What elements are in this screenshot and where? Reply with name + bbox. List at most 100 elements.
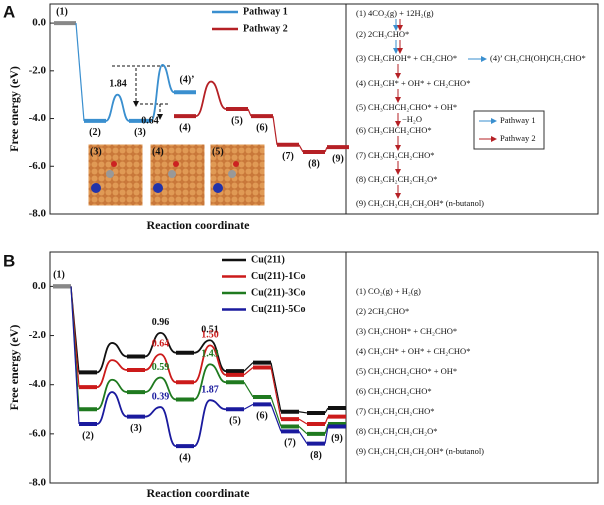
scheme-step: (5) CH₃CHCH₂CHO* + OH* [356,366,457,376]
barrier-curve [96,391,128,425]
barrier-annotation: 1.84 [109,78,127,89]
state-label: (4) [179,452,191,463]
barrier-curve [144,331,177,358]
atom [91,183,101,193]
scheme-legend-label: Pathway 2 [500,133,536,143]
barrier-curve [144,353,177,384]
state-label: (2) [82,430,94,441]
connector [324,423,329,435]
panel-label: B [3,251,15,270]
scheme-frame [345,3,599,215]
legend-label: Pathway 2 [243,23,288,34]
barrier-annotation: 0.64 [141,115,159,126]
scheme-step: (7) CH₃CH₂CH₂CHO* [356,406,435,416]
scheme-step: (3) CH₃CHOH* + CH₂CHO* [356,326,457,336]
barrier-label: 0.51 [201,325,219,336]
inset-label: (4) [152,146,164,157]
scheme-step: (6) CH₃CHCH₂CHO* [356,125,432,135]
scheme-step: (1) CO₂(g) + H₂(g) [356,286,421,296]
atom [168,170,176,178]
structure-image [87,143,144,207]
state-label: (5) [229,416,241,427]
barrier-label: 1.50 [201,330,219,341]
inset-label: (5) [212,146,224,157]
atom [173,161,179,167]
state-label: (8) [308,158,320,169]
y-axis-label: Free energy (eV) [7,66,21,152]
barrier-label: 0.96 [152,317,170,328]
y-tick-label: -2.0 [29,64,47,76]
connector [247,108,252,117]
barrier-curve [150,63,175,122]
connector [75,23,85,121]
barrier-curve [144,376,177,401]
barrier-curve [144,406,177,448]
connector [298,418,308,425]
state-label: (1) [56,6,68,17]
connector [298,411,308,414]
barrier-label: 0.59 [152,362,170,373]
connector [270,404,282,432]
connector [298,431,308,445]
connector [324,407,329,414]
scheme-arrows [393,19,545,199]
state-label: (7) [282,151,294,162]
connector [272,116,278,145]
state-label: (4) [179,122,191,133]
connector [270,362,282,412]
connector [270,396,282,427]
scheme-step: (1) 4CO₂(g) + 12H₂(g) [356,8,434,18]
state-label: (4)’ [180,75,195,86]
connector [324,426,329,444]
state-label: (5) [231,115,243,126]
state-label: (3) [134,127,146,138]
scheme-step: (6) CH₃CHCH₂CHO* [356,386,432,396]
barrier-curve [96,378,128,411]
barrier-curve [193,399,227,448]
y-axis-label: Free energy (eV) [7,325,21,411]
y-tick-label: -4.0 [29,378,47,390]
atom [213,183,223,193]
scheme-step: (7) CH₃CH₂CH₂CHO* [356,150,435,160]
scheme-step: (8) CH₃CH₂CH₂CH₂O* [356,174,438,184]
scheme-step: (3) CH₃CHOH* + CH₂CHO* [356,53,457,63]
state-label: (3) [130,423,142,434]
barrier-curve [96,359,128,389]
barrier-arrows [112,65,170,120]
barrier-curve [193,339,227,373]
scheme-step: (4) CH₃CH* + OH* + CH₂CHO* [356,78,470,88]
structure-image [209,143,266,207]
scheme-step: (2) 2CH₃CHO* [356,306,409,316]
atom [233,161,239,167]
connector [298,426,308,435]
scheme-step: (2) 2CH₃CHO* [356,29,409,39]
legend-label: Cu(211)-1Co [251,271,305,282]
connector [270,367,282,420]
connector [243,362,254,372]
barrier-curve [96,342,128,374]
barrier-label: 0.39 [152,391,170,402]
scheme-step: (9) CH₃CH₂CH₂CH₂OH* (n-butanol) [356,446,484,456]
scheme-frame [345,251,599,484]
state-label: (9) [331,433,343,444]
inset-label: (3) [90,146,102,157]
connector [70,286,80,425]
connector [324,146,328,153]
scheme-step: (9) CH₃CH₂CH₂CH₂OH* (n-butanol) [356,198,484,208]
legend-label: Cu(211)-5Co [251,304,305,315]
y-tick-label: -4.0 [29,112,47,124]
x-axis-label: Reaction coordinate [147,218,251,232]
y-tick-label: 0.0 [32,17,46,29]
y-tick-label: 0.0 [32,280,46,292]
barrier-label: 1.87 [201,384,219,395]
atom [106,170,114,178]
y-tick-label: -6.0 [29,427,47,439]
barrier-label: 0.64 [152,339,170,350]
state-label: (6) [256,411,268,422]
y-tick-label: -8.0 [29,477,47,489]
scheme-step: (8) CH₃CH₂CH₂CH₂O* [356,426,438,436]
atom [153,183,163,193]
panel-label: A [3,2,15,21]
y-tick-label: -2.0 [29,329,47,341]
